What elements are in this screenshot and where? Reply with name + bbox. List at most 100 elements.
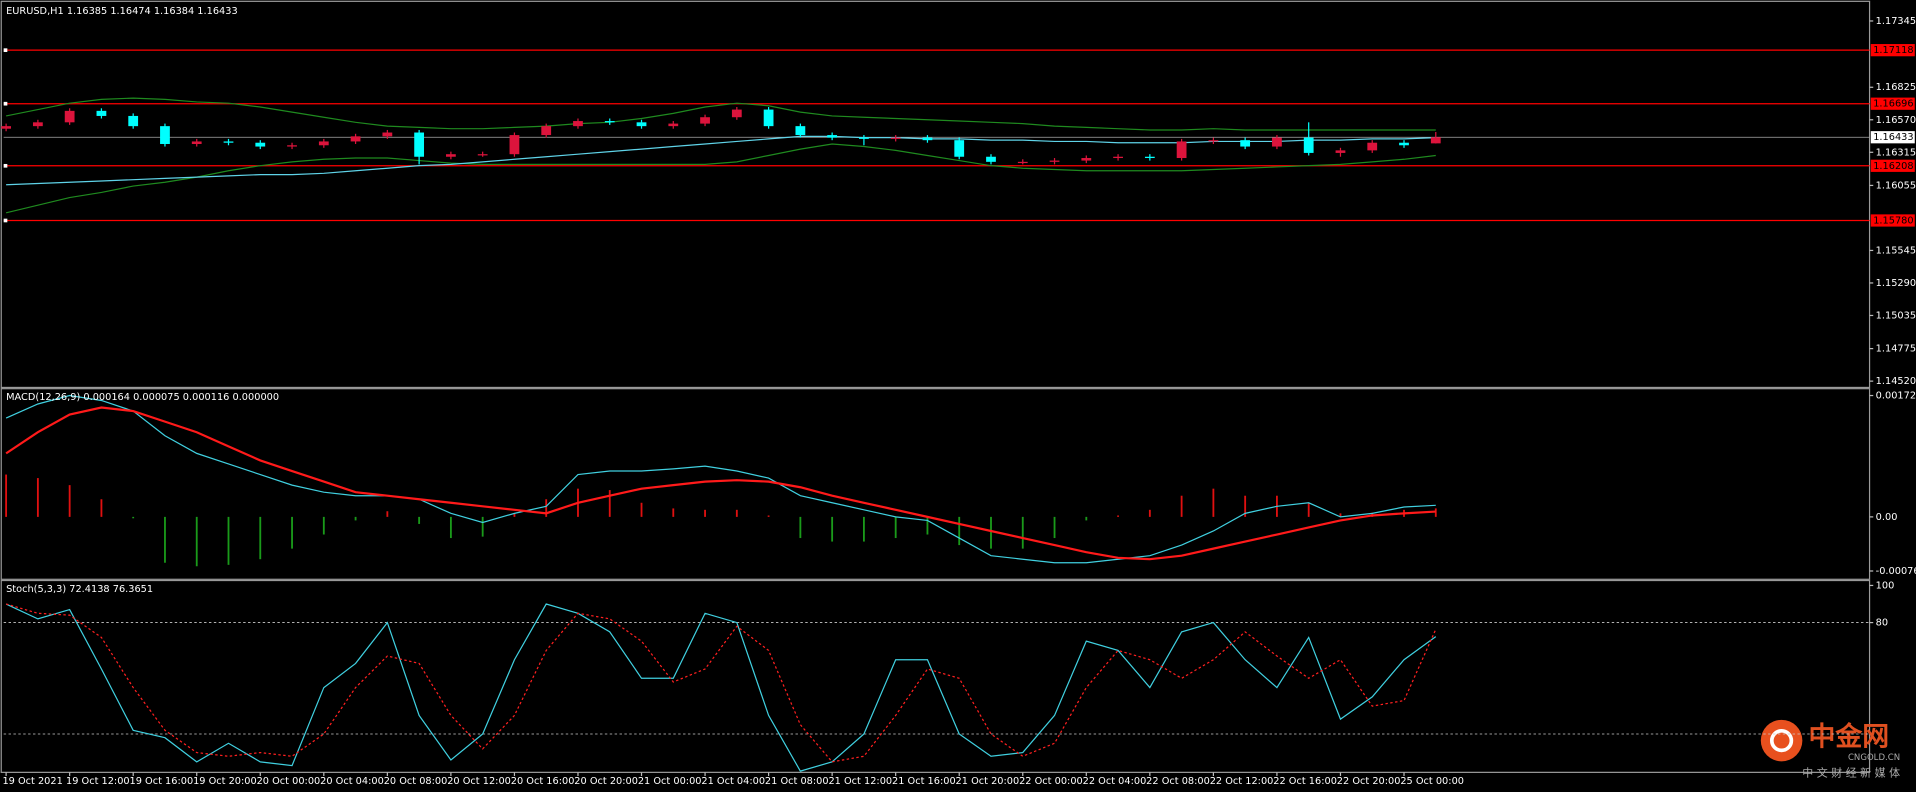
candle-body [1303, 137, 1314, 153]
candle-body [700, 117, 710, 124]
candle-body [1335, 150, 1346, 153]
candle-body [1240, 140, 1251, 147]
y-tick-label: 1.17345 [1876, 16, 1916, 27]
candle-body [1, 126, 11, 129]
y-tick-label: 1.16825 [1876, 82, 1916, 93]
candle-body [509, 135, 520, 155]
candle-body [763, 109, 774, 127]
y-tick-label: 1.15035 [1876, 310, 1916, 321]
watermark-icon-ring [1769, 728, 1794, 753]
panel-title: MACD(12,26,9) 0.000164 0.000075 0.000116… [6, 392, 279, 403]
y-tick-label: 0.00172 [1876, 391, 1916, 402]
candle-body [1144, 156, 1155, 159]
candle-body [541, 126, 552, 136]
panel-title: EURUSD,H1 1.16385 1.16474 1.16384 1.1643… [6, 6, 238, 17]
level-label: 1.16208 [1873, 161, 1913, 172]
candle-body [1399, 142, 1409, 146]
candle-body [382, 132, 393, 137]
x-tick-label: 22 Oct 00:00 [1019, 776, 1083, 787]
y-tick-label: -0.000767 [1876, 566, 1916, 577]
candle-body [1113, 156, 1123, 159]
level-tag [1870, 159, 1915, 172]
x-tick-label: 21 Oct 12:00 [828, 776, 892, 787]
level-marker [3, 101, 8, 106]
x-tick-label: 22 Oct 08:00 [1146, 776, 1210, 787]
candle-body [1049, 160, 1060, 162]
x-tick-label: 20 Oct 00:00 [257, 776, 321, 787]
candle-body [96, 110, 107, 116]
y-tick-label: 1.16055 [1876, 180, 1916, 191]
candle-body [255, 142, 266, 147]
candle-body [446, 154, 456, 157]
candle-body [128, 115, 139, 127]
stoch-panel [0, 579, 1871, 773]
candle-body [1081, 158, 1092, 161]
panel-title: Stoch(5,3,3) 72.4138 76.3651 [6, 584, 153, 595]
x-tick-label: 21 Oct 00:00 [638, 776, 702, 787]
candle-body [604, 121, 615, 123]
indicator-line [5, 394, 1436, 564]
level-tag [1870, 97, 1915, 110]
y-tick-label: 100 [1876, 580, 1895, 591]
candle-body [668, 123, 679, 127]
candle-body [1272, 137, 1282, 147]
watermark-slogan: 中 文 财 经 新 媒 体 [1802, 766, 1900, 780]
price-panel [0, 0, 1871, 389]
candle-body [477, 154, 488, 156]
x-tick-label: 21 Oct 04:00 [701, 776, 765, 787]
x-tick-label: 21 Oct 08:00 [765, 776, 829, 787]
candle-body [890, 137, 901, 139]
x-tick-label: 19 Oct 20:00 [193, 776, 257, 787]
candle-body [223, 141, 234, 143]
watermark-logo: 中金网 [1808, 721, 1889, 753]
watermark-icon [1760, 719, 1803, 762]
y-tick-label: 1.15290 [1876, 278, 1916, 289]
y-tick-label: 80 [1876, 618, 1888, 629]
last-price-tag [1870, 131, 1915, 144]
watermark-site: CNGOLD.CN [1848, 753, 1900, 763]
y-tick-label: 1.14775 [1876, 344, 1916, 355]
indicator-line [5, 603, 1437, 772]
candle-body [1176, 141, 1187, 159]
candle-body [795, 126, 806, 136]
candle-body [160, 126, 170, 144]
x-tick-label: 19 Oct 2021 [2, 776, 62, 787]
x-tick-label: 21 Oct 16:00 [892, 776, 956, 787]
indicator-line [5, 603, 1437, 763]
x-tick-label: 20 Oct 04:00 [320, 776, 384, 787]
indicator-line [5, 406, 1436, 561]
level-tag [1870, 44, 1915, 57]
candle-body [287, 145, 297, 147]
last-price-label: 1.16433 [1873, 132, 1913, 143]
indicator-line [5, 97, 1436, 131]
candle-body [573, 121, 583, 127]
y-tick-label: 1.15545 [1876, 245, 1916, 256]
level-marker [3, 48, 8, 52]
candle-body [1017, 161, 1028, 164]
candle-body [731, 109, 742, 118]
candle-body [859, 137, 869, 139]
candle-body [922, 137, 933, 141]
watermark: 中金网 CNGOLD.CN 中 文 财 经 新 媒 体 [1760, 719, 1900, 780]
indicator-line [5, 143, 1436, 214]
candle-body [191, 141, 202, 144]
candle-body [1208, 140, 1219, 142]
candle-body [318, 141, 329, 146]
x-tick-label: 22 Oct 20:00 [1337, 776, 1401, 787]
y-tick-label: 0.00 [1876, 512, 1898, 523]
x-tick-label: 22 Oct 12:00 [1210, 776, 1274, 787]
candle-body [827, 135, 838, 138]
candle-body [1367, 142, 1378, 151]
macd-panel [0, 388, 1871, 580]
candle-body [636, 122, 647, 127]
x-tick-label: 19 Oct 16:00 [130, 776, 194, 787]
y-tick-label: 1.16315 [1876, 147, 1916, 158]
candle-body [350, 136, 361, 142]
x-tick-label: 19 Oct 12:00 [66, 776, 130, 787]
x-tick-label: 25 Oct 00:00 [1400, 776, 1464, 787]
candle-body [986, 156, 996, 162]
level-tag [1870, 214, 1915, 227]
x-tick-label: 22 Oct 16:00 [1273, 776, 1337, 787]
